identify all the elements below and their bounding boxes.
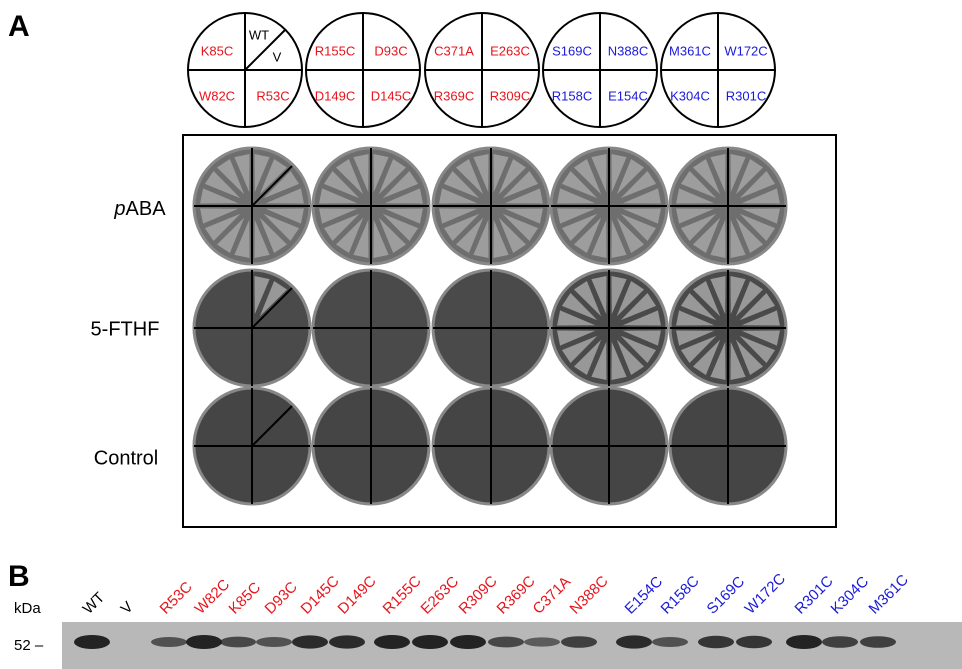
row-label-text: ABA xyxy=(126,198,167,220)
lane-label: W172C xyxy=(742,570,790,618)
lane-label: M361C xyxy=(866,571,912,617)
key-label: D149C xyxy=(315,88,355,103)
band xyxy=(151,637,187,647)
key-label: R53C xyxy=(256,88,289,103)
lane-label: N388C xyxy=(567,572,612,617)
lane-label: R301C xyxy=(792,572,837,617)
key-label: D93C xyxy=(374,43,407,58)
lane-label: R158C xyxy=(658,572,703,617)
band xyxy=(561,636,597,648)
lane-label: K304C xyxy=(828,573,873,618)
band xyxy=(329,635,365,648)
key-label: R369C xyxy=(434,88,474,103)
lane-label: WT xyxy=(80,589,109,618)
lane-label: R369C xyxy=(494,572,539,617)
band xyxy=(74,635,110,649)
band xyxy=(412,635,448,649)
band xyxy=(698,636,734,648)
band xyxy=(220,637,256,648)
key-label: M361C xyxy=(669,43,711,58)
band xyxy=(860,636,896,648)
key-label: R309C xyxy=(490,88,530,103)
panel-label: A xyxy=(8,10,30,43)
band xyxy=(616,635,652,648)
panel-label: B xyxy=(8,560,30,593)
row-label: 5-FTHF xyxy=(91,318,160,340)
band xyxy=(450,635,486,649)
band xyxy=(524,637,560,646)
key-label: E154C xyxy=(608,88,648,103)
band xyxy=(488,637,524,648)
band xyxy=(292,635,328,648)
band xyxy=(186,635,222,649)
key-label: S169C xyxy=(552,43,592,58)
row-label-italic: p xyxy=(113,198,125,220)
lane-label: D145C xyxy=(298,572,343,617)
lane-label: R53C xyxy=(157,578,196,617)
key-label: C371A xyxy=(434,43,474,58)
lane-label: S169C xyxy=(704,573,749,618)
band xyxy=(786,635,822,649)
key-label: R301C xyxy=(726,88,766,103)
key-label: W82C xyxy=(199,88,235,103)
row-label: pABA xyxy=(113,198,166,220)
key-label: K304C xyxy=(670,88,710,103)
key-label: N388C xyxy=(608,43,648,58)
lane-label: R155C xyxy=(380,572,425,617)
lane-label: R309C xyxy=(456,572,501,617)
lane-label: E154C xyxy=(622,573,667,618)
band xyxy=(822,636,858,648)
figure: A pABA 5-FTHF Control B kDa 52 – K85C WT V… xyxy=(0,0,962,669)
lane-label: D93C xyxy=(262,578,301,617)
key-label: E263C xyxy=(490,43,530,58)
band xyxy=(374,635,410,649)
key-label: D145C xyxy=(371,88,411,103)
lane-label: E263C xyxy=(418,573,463,618)
key-label: R158C xyxy=(552,88,592,103)
lane-label: D149C xyxy=(335,572,380,617)
band xyxy=(256,637,292,647)
row-label: Control xyxy=(94,447,158,469)
key-label: WT xyxy=(249,27,269,42)
lane-label: V xyxy=(118,599,137,618)
lane-label: C371A xyxy=(530,573,574,617)
marker-label: 52 – xyxy=(14,637,44,654)
key-label: R155C xyxy=(315,43,355,58)
key-label: K85C xyxy=(201,43,234,58)
band xyxy=(652,637,688,647)
unit-label: kDa xyxy=(14,600,41,617)
lane-label: W82C xyxy=(192,576,234,618)
key-label: W172C xyxy=(724,43,767,58)
lane-label: K85C xyxy=(226,579,265,618)
band xyxy=(736,636,772,648)
key-label: V xyxy=(273,49,282,64)
